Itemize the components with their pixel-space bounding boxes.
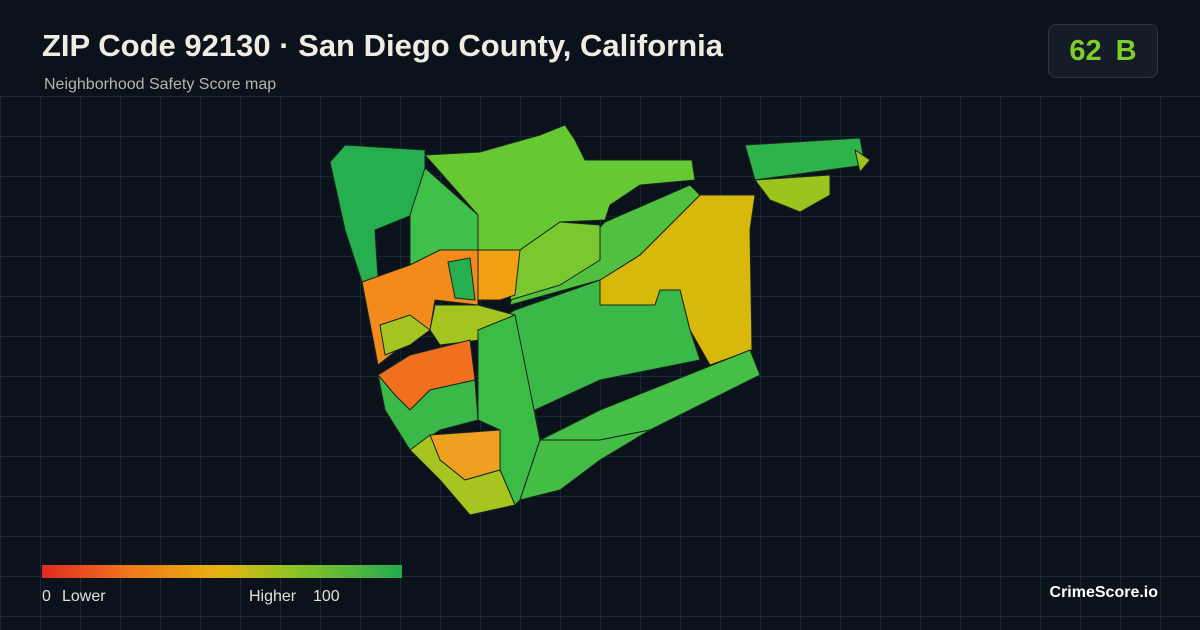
subtitle: Neighborhood Safety Score map [44, 76, 277, 93]
legend-min: 0 [42, 588, 51, 605]
area [519, 429, 651, 501]
legend-max-label: Higher [249, 588, 297, 605]
score-badge: 62 B [1048, 24, 1158, 78]
area [447, 257, 476, 301]
legend-max: 100 [313, 588, 340, 605]
area [509, 221, 601, 301]
area [379, 314, 431, 356]
legend-min-label: Lower [62, 588, 106, 605]
title: ZIP Code 92130 · San Diego County, Calif… [42, 28, 723, 63]
score-value: 62 [1069, 34, 1102, 67]
area [854, 149, 871, 173]
area [329, 144, 426, 283]
area [744, 137, 866, 181]
area [477, 249, 521, 301]
area [754, 174, 831, 213]
legend-gradient [42, 565, 402, 578]
brand: CrimeScore.io [1049, 584, 1158, 601]
area [377, 374, 479, 451]
area [409, 434, 516, 516]
score-grade: B [1115, 34, 1137, 67]
